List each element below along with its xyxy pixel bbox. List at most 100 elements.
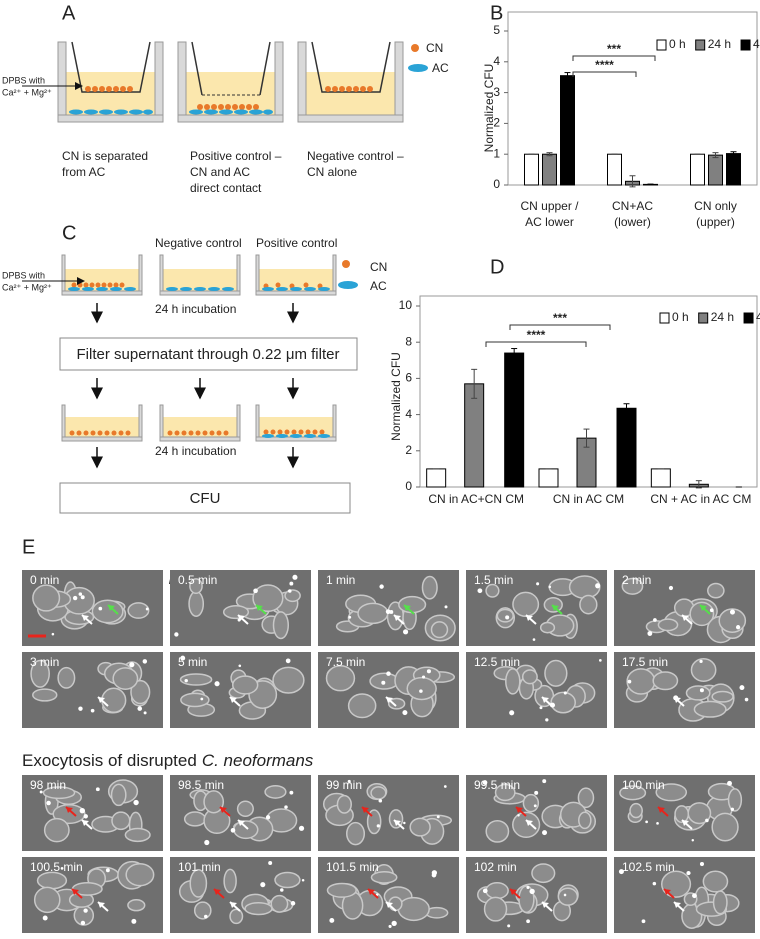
particle xyxy=(378,798,383,803)
cell xyxy=(712,890,728,915)
cell xyxy=(689,601,715,627)
particle xyxy=(39,790,43,794)
pointer-head xyxy=(682,820,689,826)
cell xyxy=(347,693,377,719)
time-label: 98.5 min xyxy=(178,778,224,792)
particle xyxy=(641,919,646,924)
bar xyxy=(726,153,741,186)
particle xyxy=(253,588,258,594)
cell xyxy=(485,583,500,598)
cell xyxy=(33,886,61,914)
particle xyxy=(203,914,208,919)
step-box xyxy=(59,337,358,371)
particle xyxy=(83,814,88,819)
cell xyxy=(512,811,541,839)
pointer-head xyxy=(542,902,549,908)
time-label: 0 min xyxy=(30,573,59,587)
legend-swatch xyxy=(695,39,706,51)
particle xyxy=(298,825,305,831)
pointer-head xyxy=(214,889,221,895)
particle xyxy=(545,718,549,722)
particle xyxy=(431,870,438,876)
particle xyxy=(105,868,110,873)
error-bar xyxy=(564,72,571,80)
cell xyxy=(657,618,679,632)
error-bar xyxy=(583,428,590,448)
cell xyxy=(91,599,124,624)
y-tick-label: 2 xyxy=(493,116,500,130)
particle xyxy=(289,790,294,795)
particle xyxy=(426,669,431,674)
legend-text: AC xyxy=(432,61,449,75)
time-label: 2 min xyxy=(622,573,651,587)
cell xyxy=(409,817,431,837)
particle xyxy=(443,785,447,788)
pointer-head xyxy=(230,697,237,703)
legend-cn xyxy=(342,260,350,268)
cell xyxy=(325,664,356,692)
particle xyxy=(348,615,352,619)
cell xyxy=(222,605,250,620)
error-bar xyxy=(511,348,518,359)
pointer-head xyxy=(664,889,671,895)
error-bar xyxy=(546,152,553,157)
pointer-head xyxy=(674,697,681,703)
y-tick-label: 0 xyxy=(405,479,412,493)
cell xyxy=(544,659,568,687)
legend-swatch xyxy=(740,39,751,51)
cell xyxy=(346,821,366,846)
particle xyxy=(421,675,426,679)
particle xyxy=(598,659,602,662)
particle xyxy=(42,915,48,921)
legend-swatch xyxy=(659,312,670,324)
particle xyxy=(95,787,100,792)
time-label: 102 min xyxy=(474,860,517,874)
bar xyxy=(650,468,671,488)
particle xyxy=(288,589,292,593)
significance-label: *** xyxy=(553,311,567,325)
error-bar xyxy=(730,151,737,156)
particle xyxy=(727,780,732,786)
bar xyxy=(690,153,705,186)
particle xyxy=(595,583,601,589)
cell xyxy=(690,658,717,682)
pointer-head xyxy=(658,807,665,813)
error-bar xyxy=(695,480,702,489)
cell xyxy=(270,894,289,913)
cell xyxy=(370,871,398,884)
particle xyxy=(627,679,632,684)
particle xyxy=(542,830,548,836)
particle xyxy=(83,908,88,913)
time-label: 102.5 min xyxy=(622,860,675,874)
particle xyxy=(238,664,242,668)
bar xyxy=(560,75,575,186)
particle xyxy=(80,595,85,600)
cell xyxy=(579,594,598,615)
cell xyxy=(727,788,743,812)
cell xyxy=(397,896,430,922)
pointer-head xyxy=(552,605,559,611)
dishes xyxy=(61,254,337,296)
particle xyxy=(532,638,536,641)
particle xyxy=(539,706,543,710)
x-tick-label: CN upper / xyxy=(520,199,579,213)
cell xyxy=(430,621,449,639)
cell xyxy=(707,582,725,599)
particle xyxy=(347,779,351,783)
particle xyxy=(699,688,704,693)
step-text: 24 h incubation xyxy=(155,302,236,316)
pointer-head xyxy=(386,697,393,703)
y-tick-label: 4 xyxy=(405,407,412,421)
particle xyxy=(292,574,298,580)
y-tick-label: 5 xyxy=(493,23,500,37)
legend-label: 24 h xyxy=(711,310,734,324)
particle xyxy=(142,659,148,664)
significance-label: **** xyxy=(527,328,546,342)
pointer-head xyxy=(98,902,105,908)
pointer-head xyxy=(682,615,689,621)
cell xyxy=(272,666,305,694)
particle xyxy=(388,924,392,929)
particle xyxy=(529,888,535,895)
particle xyxy=(78,706,83,711)
